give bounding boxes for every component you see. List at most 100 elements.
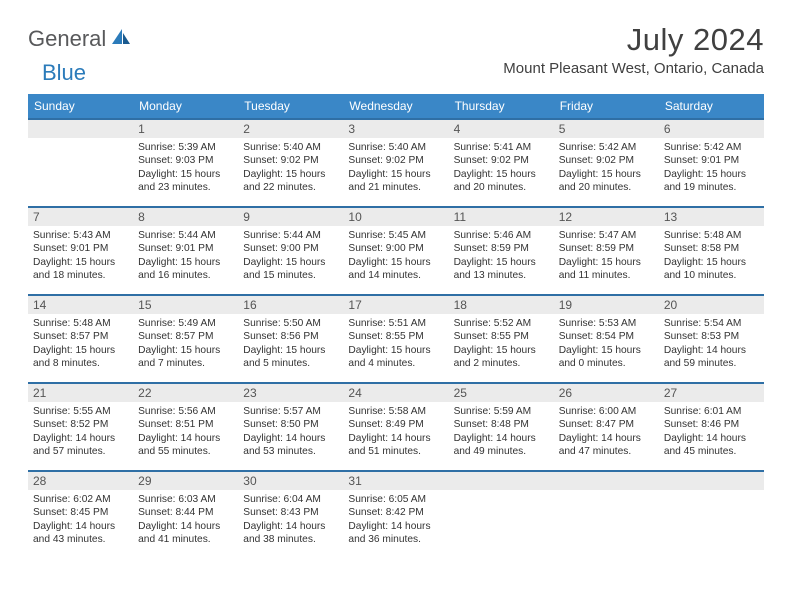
day-number: 27 — [659, 384, 764, 402]
calendar-week-row: 7Sunrise: 5:43 AMSunset: 9:01 PMDaylight… — [28, 207, 764, 295]
day-number — [449, 472, 554, 490]
sunrise-text: Sunrise: 5:40 AM — [243, 141, 338, 154]
day-number: 24 — [343, 384, 448, 402]
calendar-day-cell — [554, 471, 659, 557]
sunrise-text: Sunrise: 5:44 AM — [138, 229, 233, 242]
sail-icon — [110, 27, 132, 52]
day-details: Sunrise: 5:54 AMSunset: 8:53 PMDaylight:… — [659, 314, 764, 374]
daylight-text: Daylight: 14 hours and 36 minutes. — [348, 520, 443, 547]
sunset-text: Sunset: 8:59 PM — [454, 242, 549, 255]
sunrise-text: Sunrise: 6:00 AM — [559, 405, 654, 418]
sunset-text: Sunset: 8:48 PM — [454, 418, 549, 431]
daylight-text: Daylight: 15 hours and 14 minutes. — [348, 256, 443, 283]
daylight-text: Daylight: 15 hours and 13 minutes. — [454, 256, 549, 283]
sunrise-text: Sunrise: 5:59 AM — [454, 405, 549, 418]
daylight-text: Daylight: 15 hours and 7 minutes. — [138, 344, 233, 371]
brand-logo: General — [28, 26, 134, 52]
day-details: Sunrise: 5:49 AMSunset: 8:57 PMDaylight:… — [133, 314, 238, 374]
sunrise-text: Sunrise: 5:44 AM — [243, 229, 338, 242]
calendar-day-cell: 16Sunrise: 5:50 AMSunset: 8:56 PMDayligh… — [238, 295, 343, 383]
sunset-text: Sunset: 8:49 PM — [348, 418, 443, 431]
day-details: Sunrise: 5:52 AMSunset: 8:55 PMDaylight:… — [449, 314, 554, 374]
calendar-day-cell — [659, 471, 764, 557]
daylight-text: Daylight: 15 hours and 16 minutes. — [138, 256, 233, 283]
calendar-table: Sunday Monday Tuesday Wednesday Thursday… — [28, 94, 764, 557]
sunrise-text: Sunrise: 5:41 AM — [454, 141, 549, 154]
day-header: Monday — [133, 94, 238, 119]
daylight-text: Daylight: 15 hours and 8 minutes. — [33, 344, 128, 371]
daylight-text: Daylight: 15 hours and 4 minutes. — [348, 344, 443, 371]
sunrise-text: Sunrise: 5:49 AM — [138, 317, 233, 330]
day-number: 29 — [133, 472, 238, 490]
day-details: Sunrise: 5:44 AMSunset: 9:00 PMDaylight:… — [238, 226, 343, 286]
sunrise-text: Sunrise: 5:52 AM — [454, 317, 549, 330]
day-header: Wednesday — [343, 94, 448, 119]
day-number: 21 — [28, 384, 133, 402]
day-number: 20 — [659, 296, 764, 314]
brand-text-blue: Blue — [42, 60, 86, 86]
daylight-text: Daylight: 14 hours and 38 minutes. — [243, 520, 338, 547]
day-details: Sunrise: 5:48 AMSunset: 8:57 PMDaylight:… — [28, 314, 133, 374]
day-details: Sunrise: 5:58 AMSunset: 8:49 PMDaylight:… — [343, 402, 448, 462]
calendar-day-cell: 30Sunrise: 6:04 AMSunset: 8:43 PMDayligh… — [238, 471, 343, 557]
day-details: Sunrise: 5:50 AMSunset: 8:56 PMDaylight:… — [238, 314, 343, 374]
sunrise-text: Sunrise: 5:43 AM — [33, 229, 128, 242]
calendar-day-cell: 3Sunrise: 5:40 AMSunset: 9:02 PMDaylight… — [343, 119, 448, 207]
calendar-day-cell: 12Sunrise: 5:47 AMSunset: 8:59 PMDayligh… — [554, 207, 659, 295]
day-details: Sunrise: 5:40 AMSunset: 9:02 PMDaylight:… — [343, 138, 448, 198]
sunset-text: Sunset: 8:42 PM — [348, 506, 443, 519]
location-text: Mount Pleasant West, Ontario, Canada — [503, 60, 764, 77]
sunrise-text: Sunrise: 5:53 AM — [559, 317, 654, 330]
calendar-day-cell: 14Sunrise: 5:48 AMSunset: 8:57 PMDayligh… — [28, 295, 133, 383]
day-details: Sunrise: 5:42 AMSunset: 9:01 PMDaylight:… — [659, 138, 764, 198]
day-header: Thursday — [449, 94, 554, 119]
calendar-day-cell: 2Sunrise: 5:40 AMSunset: 9:02 PMDaylight… — [238, 119, 343, 207]
calendar-day-cell: 19Sunrise: 5:53 AMSunset: 8:54 PMDayligh… — [554, 295, 659, 383]
day-details: Sunrise: 5:57 AMSunset: 8:50 PMDaylight:… — [238, 402, 343, 462]
daylight-text: Daylight: 15 hours and 20 minutes. — [454, 168, 549, 195]
day-details: Sunrise: 5:45 AMSunset: 9:00 PMDaylight:… — [343, 226, 448, 286]
day-details: Sunrise: 5:43 AMSunset: 9:01 PMDaylight:… — [28, 226, 133, 286]
day-details: Sunrise: 5:42 AMSunset: 9:02 PMDaylight:… — [554, 138, 659, 198]
daylight-text: Daylight: 14 hours and 45 minutes. — [664, 432, 759, 459]
sunrise-text: Sunrise: 5:50 AM — [243, 317, 338, 330]
day-number: 14 — [28, 296, 133, 314]
day-number: 1 — [133, 120, 238, 138]
sunset-text: Sunset: 8:47 PM — [559, 418, 654, 431]
daylight-text: Daylight: 15 hours and 11 minutes. — [559, 256, 654, 283]
daylight-text: Daylight: 15 hours and 18 minutes. — [33, 256, 128, 283]
month-title: July 2024 — [503, 22, 764, 58]
day-details: Sunrise: 5:56 AMSunset: 8:51 PMDaylight:… — [133, 402, 238, 462]
sunset-text: Sunset: 8:45 PM — [33, 506, 128, 519]
sunrise-text: Sunrise: 5:55 AM — [33, 405, 128, 418]
calendar-day-cell: 31Sunrise: 6:05 AMSunset: 8:42 PMDayligh… — [343, 471, 448, 557]
daylight-text: Daylight: 14 hours and 55 minutes. — [138, 432, 233, 459]
day-number: 12 — [554, 208, 659, 226]
calendar-day-cell — [449, 471, 554, 557]
day-number: 19 — [554, 296, 659, 314]
daylight-text: Daylight: 15 hours and 5 minutes. — [243, 344, 338, 371]
day-number: 2 — [238, 120, 343, 138]
sunrise-text: Sunrise: 5:48 AM — [664, 229, 759, 242]
sunrise-text: Sunrise: 5:57 AM — [243, 405, 338, 418]
sunrise-text: Sunrise: 5:46 AM — [454, 229, 549, 242]
daylight-text: Daylight: 15 hours and 22 minutes. — [243, 168, 338, 195]
sunset-text: Sunset: 8:56 PM — [243, 330, 338, 343]
day-number: 10 — [343, 208, 448, 226]
day-details: Sunrise: 6:04 AMSunset: 8:43 PMDaylight:… — [238, 490, 343, 550]
sunset-text: Sunset: 9:03 PM — [138, 154, 233, 167]
sunset-text: Sunset: 8:52 PM — [33, 418, 128, 431]
calendar-day-cell: 10Sunrise: 5:45 AMSunset: 9:00 PMDayligh… — [343, 207, 448, 295]
sunrise-text: Sunrise: 5:42 AM — [664, 141, 759, 154]
calendar-day-cell: 22Sunrise: 5:56 AMSunset: 8:51 PMDayligh… — [133, 383, 238, 471]
day-number: 16 — [238, 296, 343, 314]
calendar-day-cell: 21Sunrise: 5:55 AMSunset: 8:52 PMDayligh… — [28, 383, 133, 471]
calendar-week-row: 14Sunrise: 5:48 AMSunset: 8:57 PMDayligh… — [28, 295, 764, 383]
daylight-text: Daylight: 14 hours and 43 minutes. — [33, 520, 128, 547]
sunset-text: Sunset: 8:44 PM — [138, 506, 233, 519]
sunset-text: Sunset: 9:00 PM — [243, 242, 338, 255]
day-details: Sunrise: 5:41 AMSunset: 9:02 PMDaylight:… — [449, 138, 554, 198]
sunset-text: Sunset: 8:55 PM — [348, 330, 443, 343]
sunrise-text: Sunrise: 5:56 AM — [138, 405, 233, 418]
day-header: Saturday — [659, 94, 764, 119]
